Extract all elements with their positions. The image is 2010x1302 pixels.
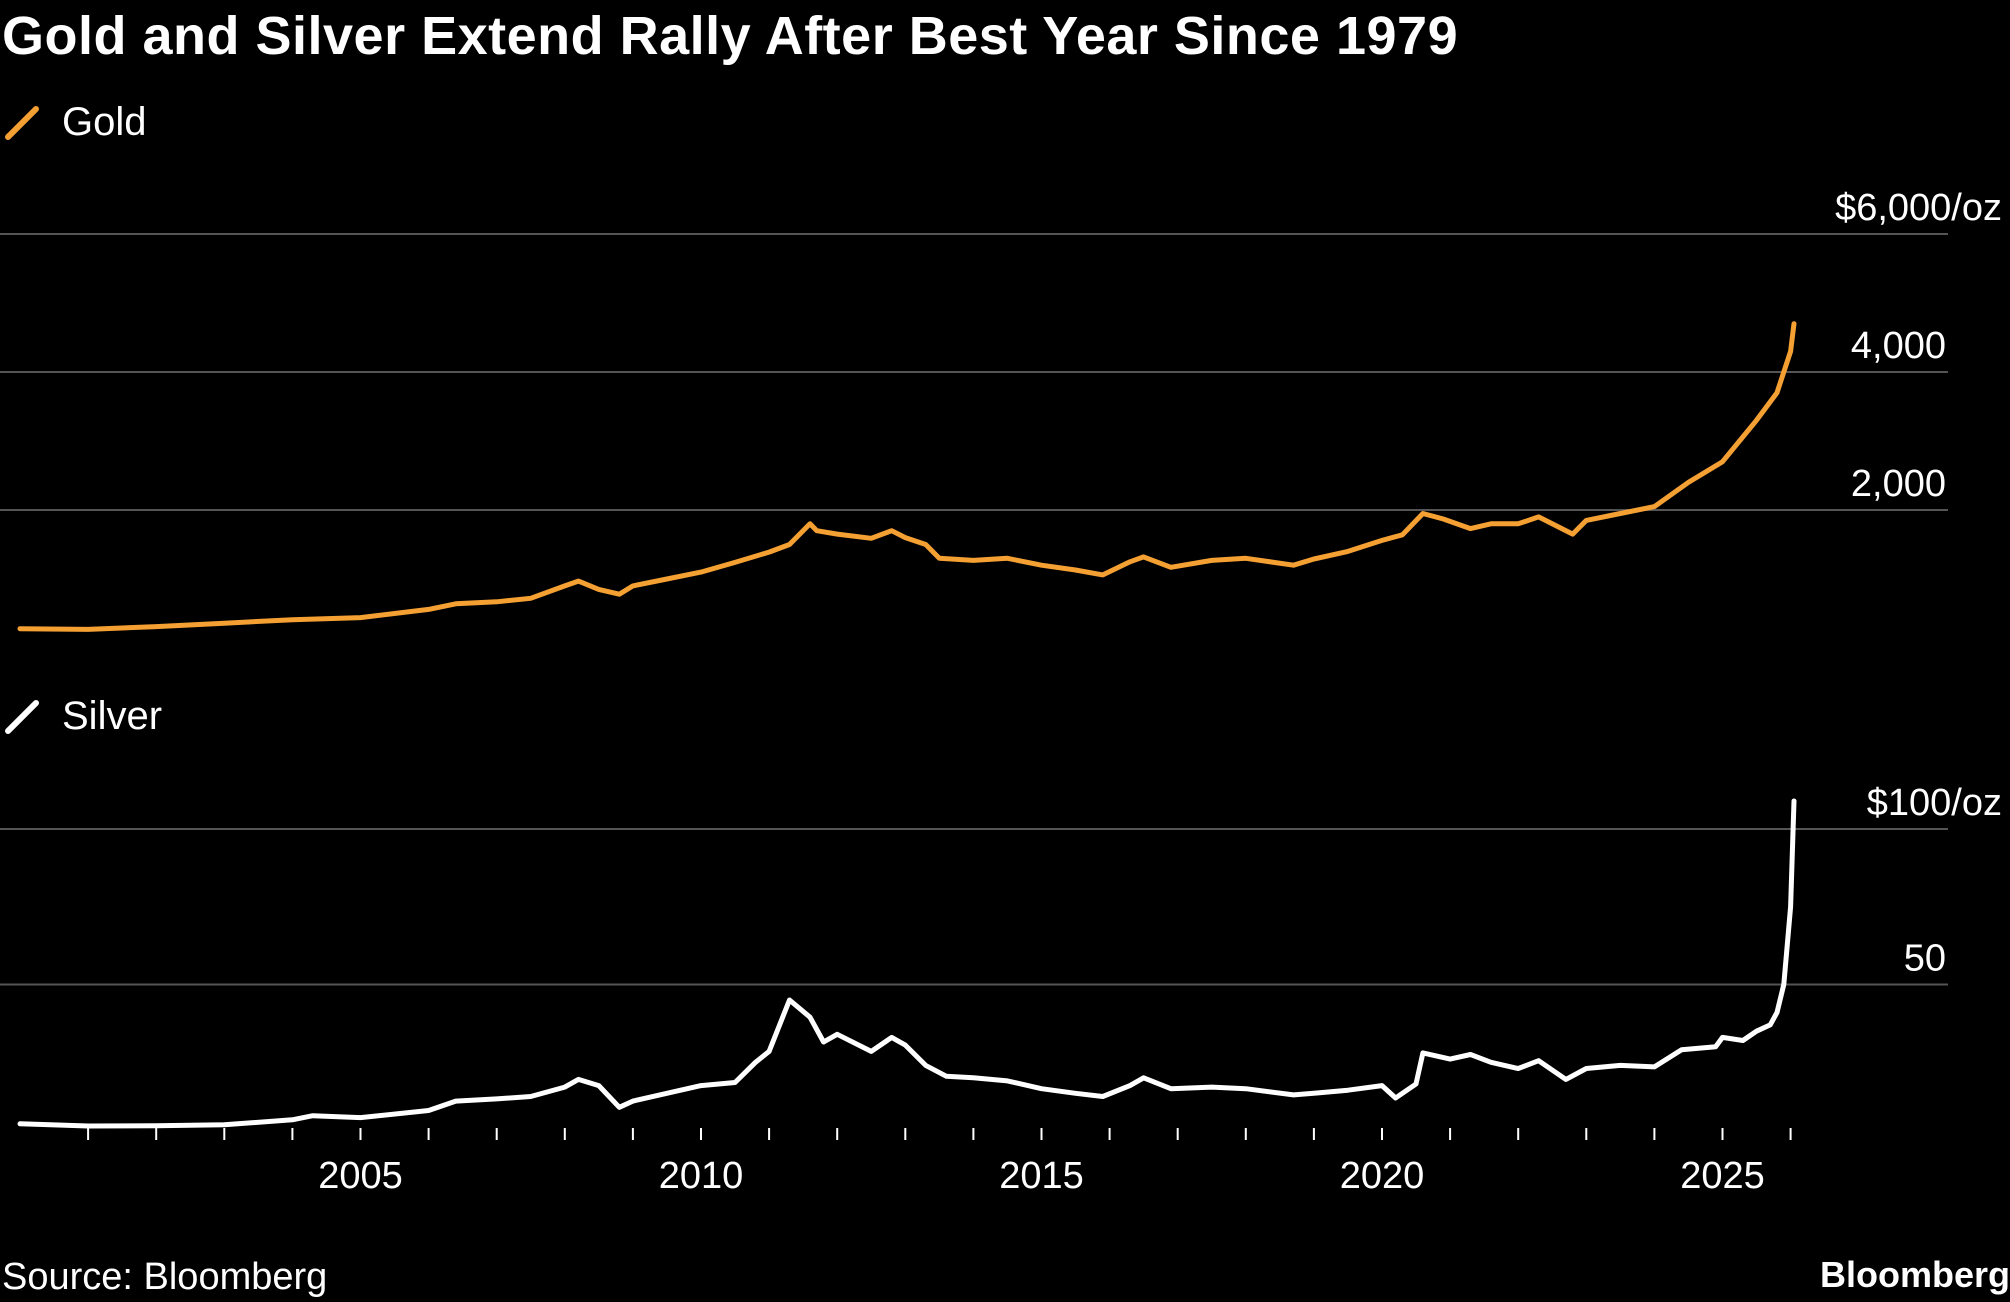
gold-legend-line-icon — [4, 105, 40, 141]
x-axis: 2005 2010 2015 2020 2025 — [87, 1128, 1792, 1197]
chart-title: Gold and Silver Extend Rally After Best … — [2, 6, 1459, 66]
silver-price-line — [17, 798, 1797, 1129]
legend-gold: Gold — [4, 100, 147, 145]
legend-silver-label: Silver — [62, 694, 163, 738]
legend-silver: Silver — [4, 694, 162, 739]
x-tick-label: 2015 — [999, 1155, 1084, 1197]
gold-price-line — [17, 321, 1797, 632]
x-tick-label: 2010 — [659, 1155, 744, 1197]
x-tick-label: 2005 — [318, 1155, 403, 1197]
silver-legend-line-icon — [4, 699, 40, 735]
silver-ytick-label: 50 — [1904, 938, 1946, 980]
brand-logo: Bloomberg — [1819, 1254, 2010, 1295]
x-tick-label: 2020 — [1340, 1155, 1425, 1197]
gold-ytick-label: $6,000/oz — [1835, 187, 2002, 229]
x-tick-label: 2025 — [1680, 1155, 1765, 1197]
gold-ytick-label: 2,000 — [1851, 463, 1946, 505]
legend-gold-label: Gold — [62, 100, 147, 144]
silver-panel: 50 $100/oz — [0, 782, 2002, 1129]
source-note: Source: Bloomberg — [2, 1256, 328, 1298]
silver-ytick-label: $100/oz — [1867, 782, 2002, 824]
gold-ytick-label: 4,000 — [1851, 325, 1946, 367]
gold-panel: 2,000 4,000 $6,000/oz — [0, 187, 2002, 632]
